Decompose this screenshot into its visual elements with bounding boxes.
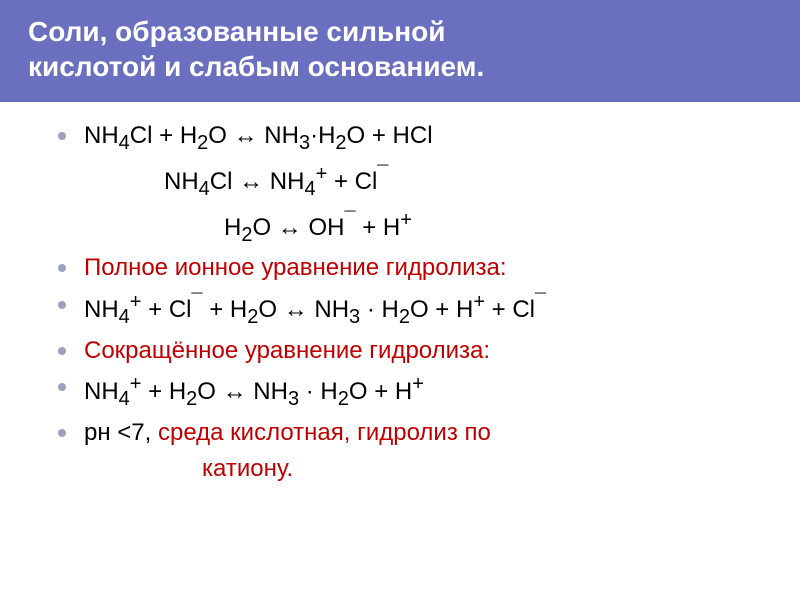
content-line: Сокращённое уравнение гидролиза: [58,335,760,367]
equation-text: NH4Cl + H2O ↔ NH3·H2O + HCl [84,120,433,157]
content-line: H2O ↔ OH¯ + H+ [58,207,760,249]
content-line: катиону. [58,453,760,485]
slide-header: Соли, образованные сильной кислотой и сл… [0,0,800,102]
equation-text: NH4+ + Cl¯ + H2O ↔ NH3 · H2O + H+ + Cl¯ [84,289,546,331]
equation-text: катиону. [84,453,293,485]
slide-content: NH4Cl + H2O ↔ NH3·H2O + HCl NH4Cl ↔ NH4+… [0,102,800,510]
bullet-icon [58,429,66,437]
content-line: NH4+ + Cl¯ + H2O ↔ NH3 · H2O + H+ + Cl¯ [58,289,760,331]
equation-text: NH4Cl ↔ NH4+ + Cl¯ [84,161,388,203]
equation-text: NH4+ + H2O ↔ NH3 · H2O + H+ [84,371,424,413]
text-span-red: среда кислотная, гидролиз по [158,419,491,446]
content-line: NH4Cl + H2O ↔ NH3·H2O + HCl [58,120,760,157]
content-line: pн <7, среда кислотная, гидролиз по [58,417,760,449]
label-text: Сокращённое уравнение гидролиза: [84,335,490,367]
bullet-icon [58,301,66,309]
content-line: NH4Cl ↔ NH4+ + Cl¯ [58,161,760,203]
header-title-line1: Соли, образованные сильной [28,14,772,49]
content-line: NH4+ + H2O ↔ NH3 · H2O + H+ [58,371,760,413]
equation-text: pн <7, среда кислотная, гидролиз по [84,417,491,449]
content-line: Полное ионное уравнение гидролиза: [58,252,760,284]
bullet-icon [58,264,66,272]
header-title-line2: кислотой и слабым основанием. [28,49,772,84]
equation-text: H2O ↔ OH¯ + H+ [84,207,412,249]
bullet-icon [58,132,66,140]
text-span: pн <7, [84,419,158,446]
bullet-icon [58,347,66,355]
label-text: Полное ионное уравнение гидролиза: [84,252,507,284]
bullet-icon [58,383,66,391]
